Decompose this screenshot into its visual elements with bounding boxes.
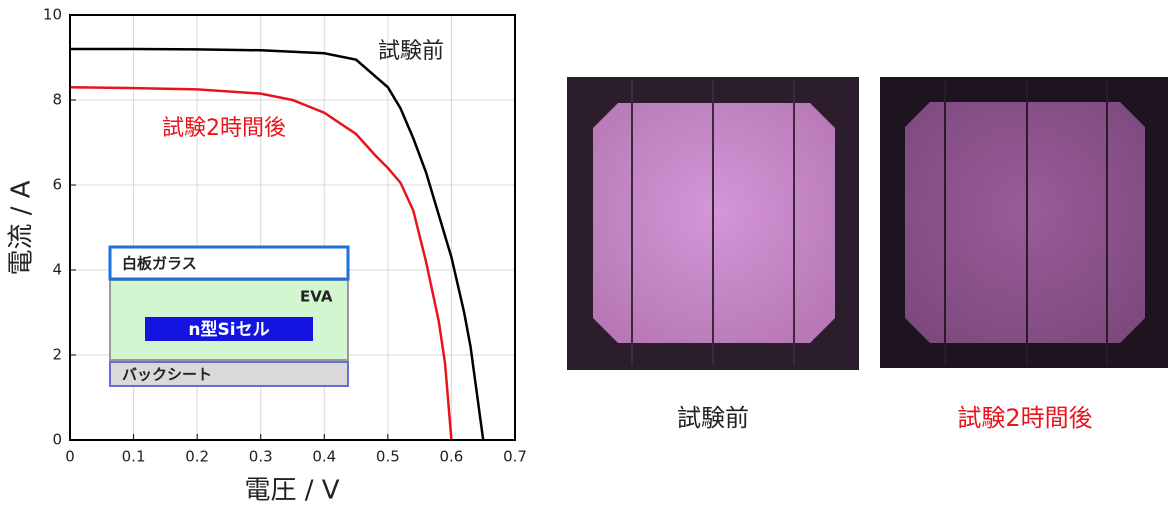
layer-label: EVA	[300, 288, 333, 306]
photo-caption: 試験前	[677, 404, 749, 432]
layer-label: 白板ガラス	[122, 255, 197, 273]
x-tick-label: 0.7	[503, 448, 527, 466]
layer-label: バックシート	[122, 366, 212, 384]
inset: 白板ガラス EVA n型Siセル バックシート	[108, 245, 350, 387]
y-tick-label: 0	[52, 431, 62, 449]
series-line	[69, 86, 453, 441]
plot: 0 2 4 6 8 10 0 0.1 0.2 0.3 0.4 0.5 0.6 0.7	[43, 6, 527, 466]
x-tick-label: 0.3	[249, 448, 273, 466]
x-tick-label: 0.5	[376, 448, 400, 466]
series-label: 試験2時間後	[162, 116, 286, 141]
photo-caption: 試験2時間後	[957, 404, 1092, 432]
x-tick-label: 0.2	[185, 448, 209, 466]
x-tick-label: 0.1	[122, 448, 146, 466]
backsheet-layer	[109, 361, 349, 387]
y-tick-label: 8	[52, 91, 62, 109]
photo	[880, 77, 1168, 368]
series-line	[70, 47, 485, 441]
x-axis-label: 電圧 / V	[244, 476, 339, 506]
glass-layer	[108, 245, 350, 281]
cell-layer	[145, 317, 313, 341]
y-tick-label: 10	[43, 6, 62, 24]
y-axis-label: 電流 / A	[7, 180, 37, 275]
x-tick-label: 0.4	[312, 448, 336, 466]
y-tick-label: 6	[52, 176, 62, 194]
layer-label: n型Siセル	[188, 319, 269, 340]
y-tick-label: 4	[52, 261, 62, 279]
x-tick-label: 0.6	[439, 448, 463, 466]
x-tick-label: 0	[65, 448, 75, 466]
photo	[567, 77, 859, 370]
y-tick-label: 2	[52, 346, 62, 364]
series-label: 試験前	[378, 39, 444, 64]
plot-frame	[69, 14, 516, 441]
